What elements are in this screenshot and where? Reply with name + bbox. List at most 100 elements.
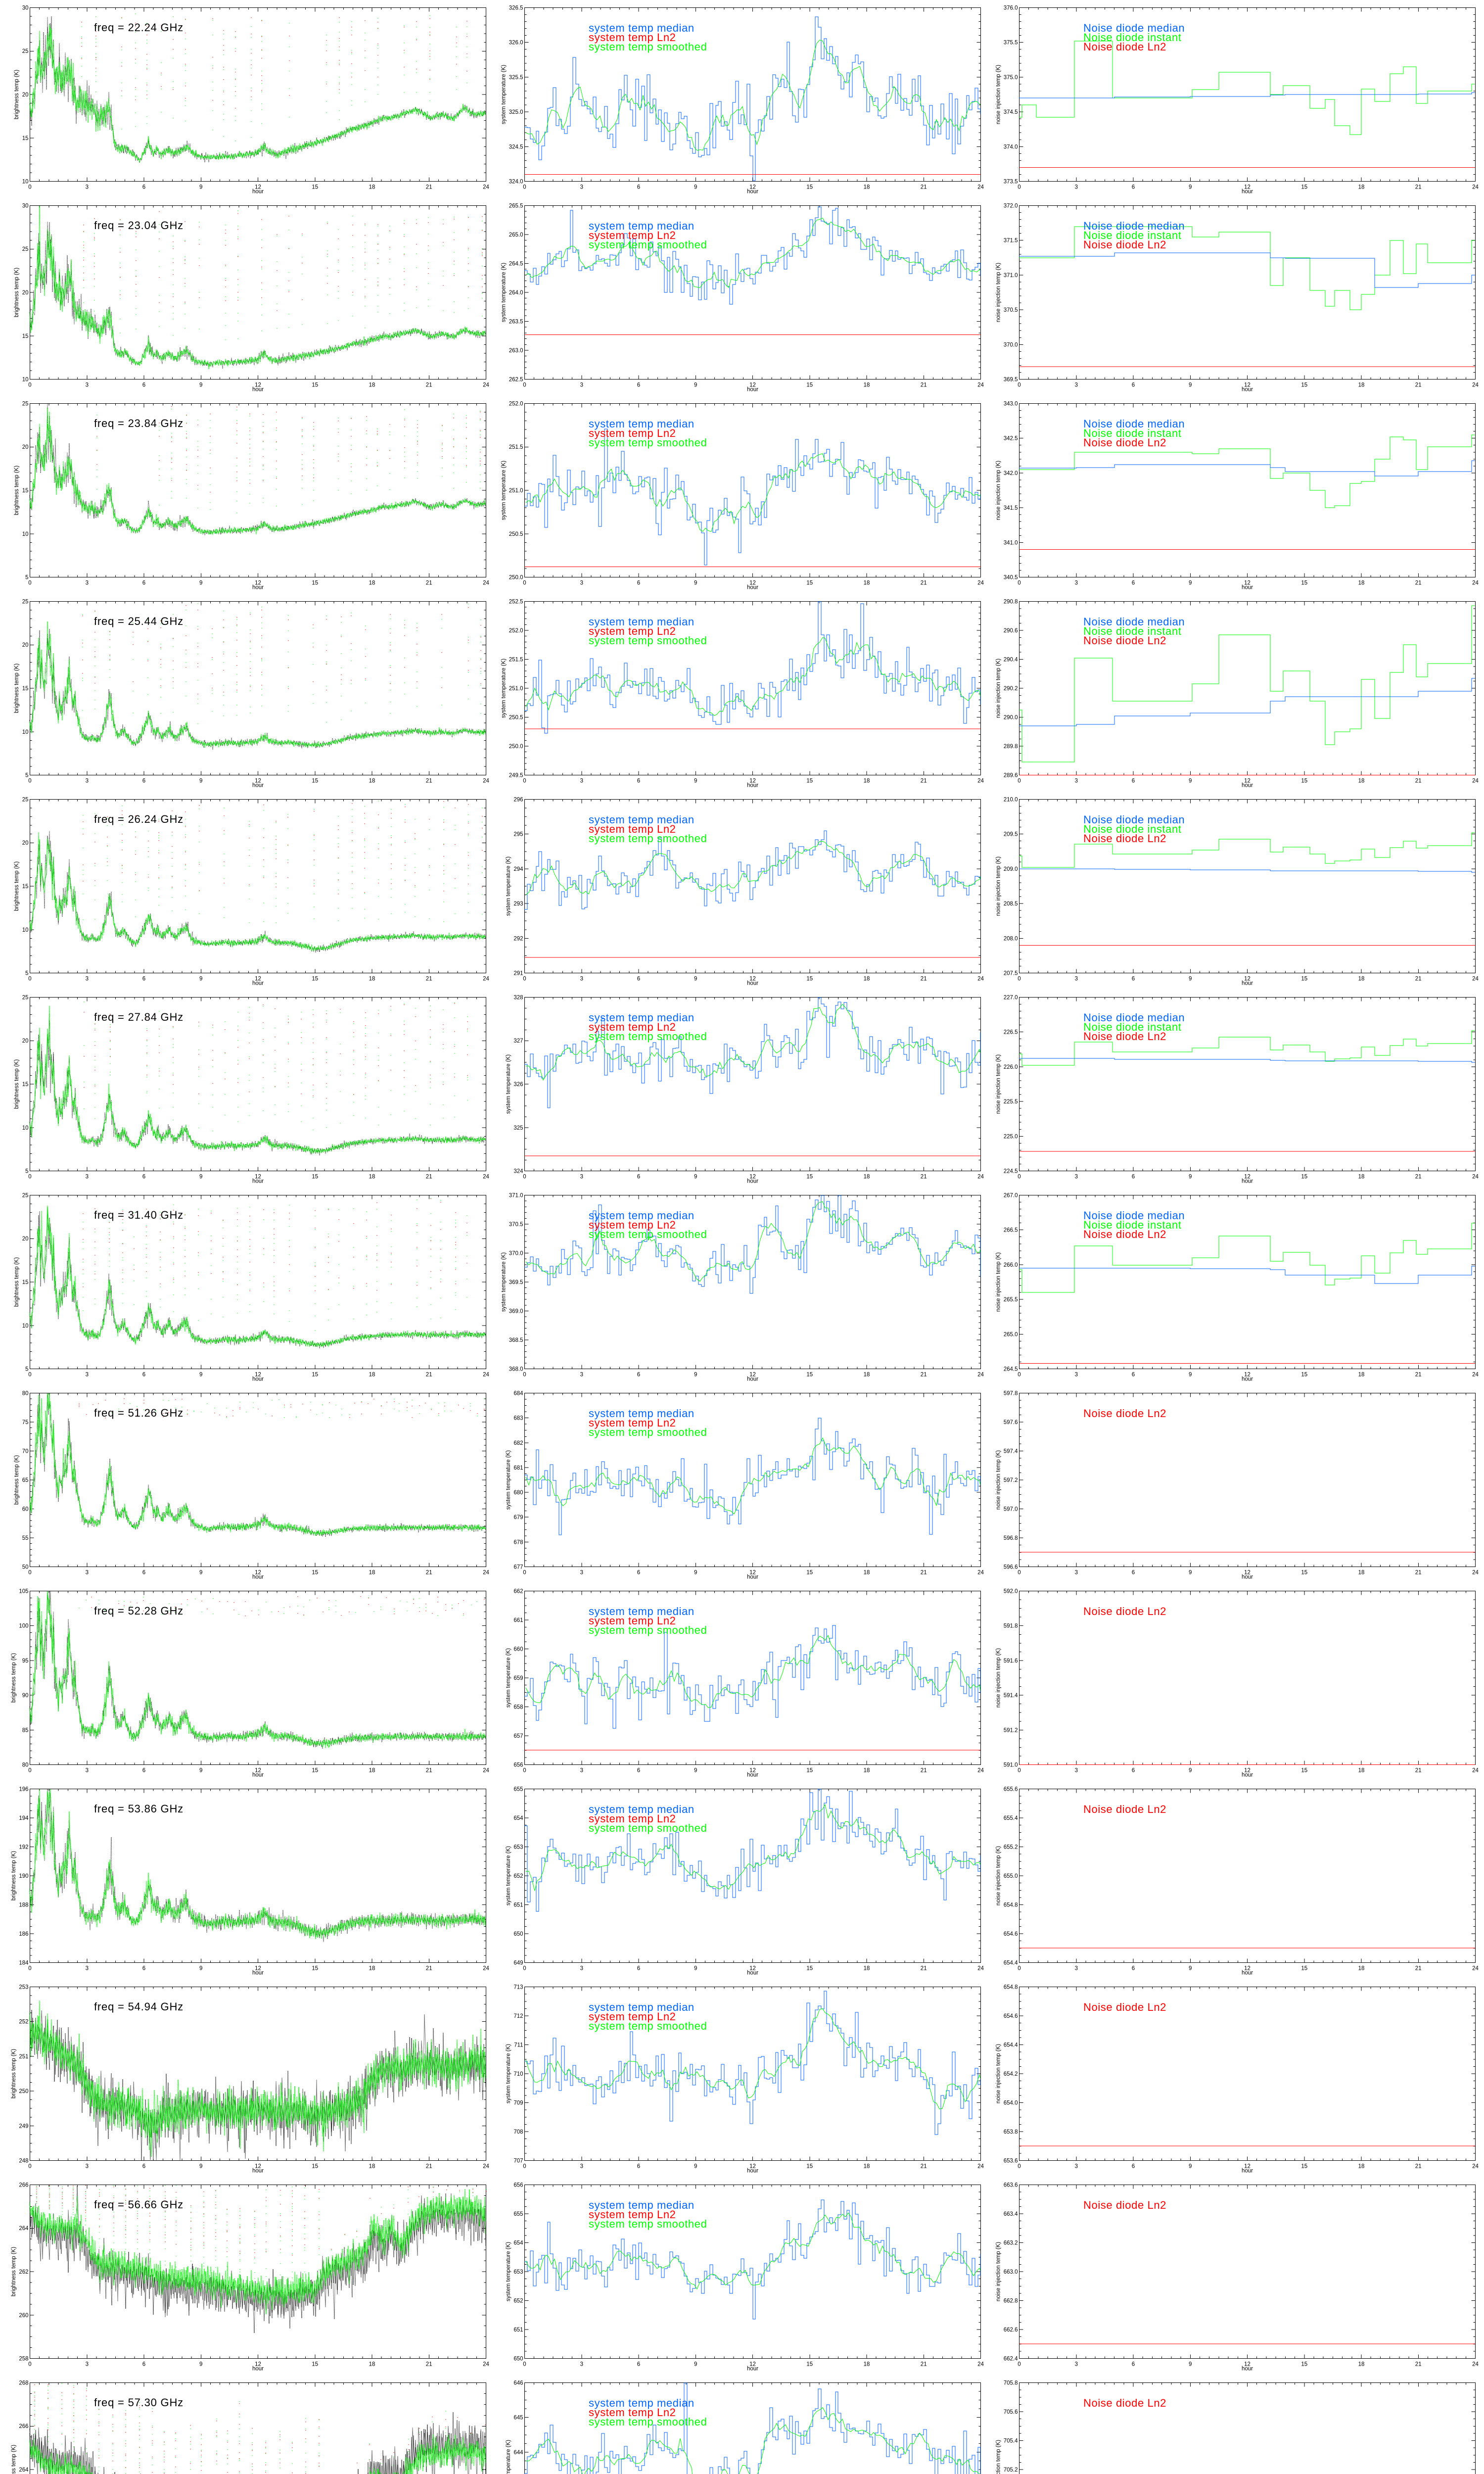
svg-text:369.5: 369.5 <box>1004 377 1018 383</box>
svg-text:265.0: 265.0 <box>509 232 523 238</box>
svg-text:294: 294 <box>513 866 523 872</box>
svg-text:326.5: 326.5 <box>509 5 523 11</box>
svg-text:9: 9 <box>199 976 202 982</box>
svg-text:brightness temp (K): brightness temp (K) <box>14 861 20 911</box>
svg-text:hour: hour <box>252 783 264 789</box>
svg-text:brightness temp (K): brightness temp (K) <box>11 2445 17 2474</box>
svg-text:freq = 25.44 GHz: freq = 25.44 GHz <box>94 615 184 627</box>
svg-text:659: 659 <box>513 1675 523 1681</box>
svg-text:15: 15 <box>22 333 29 339</box>
svg-text:18: 18 <box>1358 580 1365 586</box>
svg-text:0: 0 <box>28 1174 31 1180</box>
svg-text:9: 9 <box>1189 185 1192 190</box>
svg-text:9: 9 <box>199 580 202 586</box>
svg-text:3: 3 <box>1075 382 1078 388</box>
svg-text:6: 6 <box>637 1768 640 1774</box>
svg-text:noise injection temp (K): noise injection temp (K) <box>996 1648 1002 1708</box>
svg-text:hour: hour <box>1242 2366 1253 2372</box>
svg-text:20: 20 <box>22 1236 29 1242</box>
svg-text:20: 20 <box>22 642 29 648</box>
svg-text:260: 260 <box>19 2313 28 2319</box>
svg-text:system temp median: system temp median <box>589 616 695 628</box>
svg-text:3: 3 <box>86 1372 89 1378</box>
svg-text:9: 9 <box>694 778 697 784</box>
svg-text:12: 12 <box>749 185 756 190</box>
svg-text:9: 9 <box>1189 2164 1192 2170</box>
svg-text:3: 3 <box>1075 1372 1078 1378</box>
svg-text:0: 0 <box>28 1372 31 1378</box>
svg-text:682: 682 <box>513 1440 523 1446</box>
svg-text:system temp Ln2: system temp Ln2 <box>589 823 676 835</box>
svg-text:663.4: 663.4 <box>1004 2211 1018 2217</box>
svg-text:208.0: 208.0 <box>1004 936 1018 942</box>
svg-text:system temp Ln2: system temp Ln2 <box>589 2208 676 2221</box>
svg-text:9: 9 <box>199 778 202 784</box>
svg-text:Noise diode Ln2: Noise diode Ln2 <box>1083 1030 1166 1043</box>
svg-text:system temp median: system temp median <box>589 2001 695 2013</box>
svg-text:341.5: 341.5 <box>1004 505 1018 511</box>
svg-text:266.0: 266.0 <box>1004 1262 1018 1268</box>
svg-text:18: 18 <box>864 976 870 982</box>
svg-text:brightness temp (K): brightness temp (K) <box>14 268 20 318</box>
svg-text:656: 656 <box>513 2183 523 2189</box>
svg-text:0: 0 <box>523 1174 526 1180</box>
svg-text:21: 21 <box>426 778 432 784</box>
svg-text:6: 6 <box>142 2164 145 2170</box>
svg-text:0: 0 <box>1018 778 1020 784</box>
svg-text:system temp smoothed: system temp smoothed <box>589 2218 707 2230</box>
svg-text:324: 324 <box>513 1169 523 1175</box>
svg-text:3: 3 <box>1075 1966 1078 1972</box>
svg-text:21: 21 <box>1415 1570 1422 1576</box>
svg-text:18: 18 <box>864 1570 870 1576</box>
svg-text:264.0: 264.0 <box>509 290 523 296</box>
svg-text:15: 15 <box>806 1174 813 1180</box>
svg-text:662.6: 662.6 <box>1004 2327 1018 2333</box>
svg-text:15: 15 <box>312 1768 318 1774</box>
svg-text:12: 12 <box>1244 185 1251 190</box>
svg-text:210.0: 210.0 <box>1004 797 1018 803</box>
svg-text:system temp median: system temp median <box>589 1605 695 1618</box>
svg-text:12: 12 <box>1244 976 1251 982</box>
svg-text:6: 6 <box>142 382 145 388</box>
svg-text:hour: hour <box>1242 1772 1253 1778</box>
svg-text:system temp median: system temp median <box>589 220 695 232</box>
svg-text:system temp Ln2: system temp Ln2 <box>589 427 676 439</box>
svg-text:noise injection temp (K): noise injection temp (K) <box>996 65 1002 124</box>
svg-text:20: 20 <box>22 840 29 846</box>
svg-text:Noise diode instant: Noise diode instant <box>1083 427 1182 439</box>
svg-text:3: 3 <box>1075 778 1078 784</box>
svg-text:21: 21 <box>1415 382 1422 388</box>
svg-text:15: 15 <box>1301 976 1307 982</box>
svg-text:18: 18 <box>864 1372 870 1378</box>
svg-text:Noise diode instant: Noise diode instant <box>1083 31 1182 44</box>
svg-text:12: 12 <box>1244 778 1251 784</box>
svg-text:24: 24 <box>1472 1570 1479 1576</box>
svg-text:hour: hour <box>747 189 758 195</box>
svg-text:3: 3 <box>1075 1768 1078 1774</box>
svg-text:9: 9 <box>199 185 202 190</box>
svg-text:hour: hour <box>1242 981 1253 987</box>
svg-text:15: 15 <box>22 488 29 494</box>
svg-text:10: 10 <box>22 1323 29 1329</box>
svg-text:0: 0 <box>1018 1768 1020 1774</box>
svg-text:hour: hour <box>1242 1574 1253 1580</box>
svg-text:15: 15 <box>22 884 29 890</box>
svg-text:noise injection temp (K): noise injection temp (K) <box>996 1252 1002 1312</box>
svg-text:9: 9 <box>694 1768 697 1774</box>
svg-text:Noise diode instant: Noise diode instant <box>1083 625 1182 637</box>
svg-text:656: 656 <box>513 1762 523 1768</box>
svg-text:24: 24 <box>483 2362 489 2368</box>
svg-text:hour: hour <box>1242 2168 1253 2174</box>
svg-text:noise injection temp (K): noise injection temp (K) <box>996 2440 1002 2474</box>
svg-text:15: 15 <box>312 382 318 388</box>
svg-text:0: 0 <box>28 2164 31 2170</box>
svg-text:0: 0 <box>28 1966 31 1972</box>
svg-text:3: 3 <box>1075 2362 1078 2368</box>
svg-text:325.5: 325.5 <box>509 75 523 81</box>
svg-text:24: 24 <box>1472 2164 1479 2170</box>
svg-text:system temperature (K): system temperature (K) <box>501 263 507 322</box>
svg-text:hour: hour <box>252 1574 264 1580</box>
svg-text:18: 18 <box>1358 1768 1365 1774</box>
svg-text:371.0: 371.0 <box>1004 273 1018 279</box>
svg-text:12: 12 <box>749 2164 756 2170</box>
